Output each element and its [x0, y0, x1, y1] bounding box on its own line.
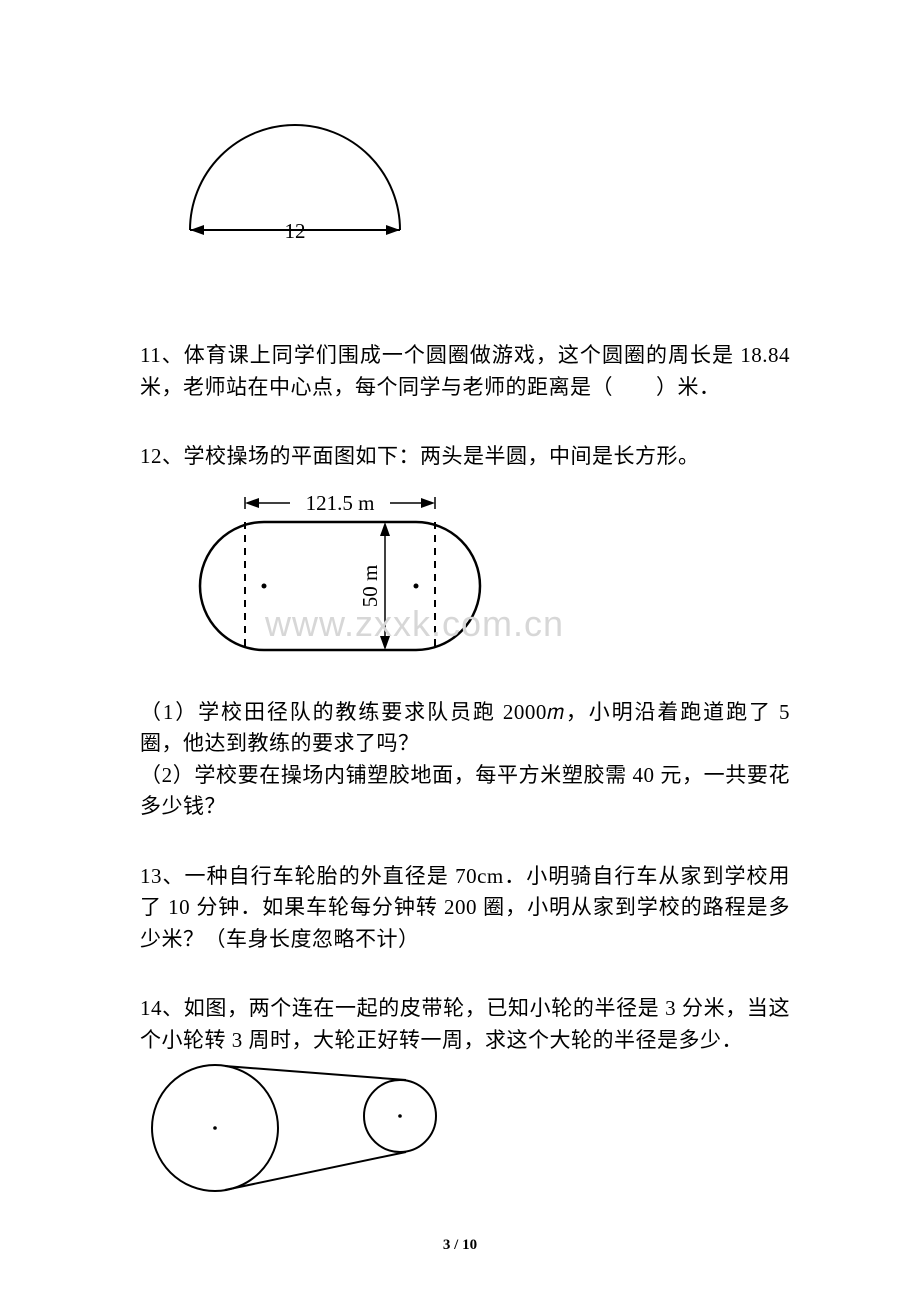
question-12: 12、学校操场的平面图如下：两头是半圆，中间是长方形。: [140, 441, 790, 473]
q13-sep: 、: [162, 864, 185, 888]
q11-sep: 、: [161, 343, 184, 367]
q14-sep: 、: [162, 996, 184, 1020]
q12-part1: （1）学校田径队的教练要求队员跑 2000𝑚，小明沿着跑道跑了 5 圈，他达到教…: [140, 697, 790, 760]
figure-pulleys: [140, 1058, 790, 1198]
semicircle-diameter-label: 12: [285, 219, 306, 243]
q12-part2: （2）学校要在操场内铺塑胶地面，每平方米塑胶需 40 元，一共要花多少钱？: [140, 760, 790, 823]
q13-text: 一种自行车轮胎的外直径是 70cm．小明骑自行车从家到学校用了 10 分钟．如果…: [140, 864, 790, 951]
question-13: 13、一种自行车轮胎的外直径是 70cm．小明骑自行车从家到学校用了 10 分钟…: [140, 861, 790, 956]
pulleys-svg: [140, 1058, 460, 1198]
track-top-label: 121.5 m: [306, 491, 375, 515]
figure-track: 121.5 m 50 m: [165, 477, 790, 667]
question-14: 14、如图，两个连在一起的皮带轮，已知小轮的半径是 3 分米，当这个小轮转 3 …: [140, 993, 790, 1056]
q12-sep: 、: [162, 444, 184, 468]
track-height-label: 50 m: [358, 564, 382, 607]
q11-number: 11: [140, 343, 161, 367]
q14-text: 如图，两个连在一起的皮带轮，已知小轮的半径是 3 分米，当这个小轮转 3 周时，…: [140, 996, 790, 1052]
footer-total: 10: [462, 1237, 477, 1253]
q13-number: 13: [140, 864, 162, 888]
semicircle-svg: 12: [170, 100, 430, 270]
page: 12 11、体育课上同学们围成一个圆圈做游戏，这个圆圈的周长是 18.84米，老…: [0, 0, 920, 1302]
q12-number: 12: [140, 444, 162, 468]
track-svg: 121.5 m 50 m: [165, 477, 495, 667]
q11-text: 体育课上同学们围成一个圆圈做游戏，这个圆圈的周长是 18.84米，老师站在中心点…: [140, 343, 790, 399]
page-footer: 3 / 10: [0, 1237, 920, 1254]
figure-semicircle: 12: [170, 100, 790, 270]
q12-intro: 学校操场的平面图如下：两头是半圆，中间是长方形。: [184, 444, 700, 468]
question-11: 11、体育课上同学们围成一个圆圈做游戏，这个圆圈的周长是 18.84米，老师站在…: [140, 340, 790, 403]
q14-number: 14: [140, 996, 162, 1020]
footer-sep: /: [450, 1237, 462, 1253]
